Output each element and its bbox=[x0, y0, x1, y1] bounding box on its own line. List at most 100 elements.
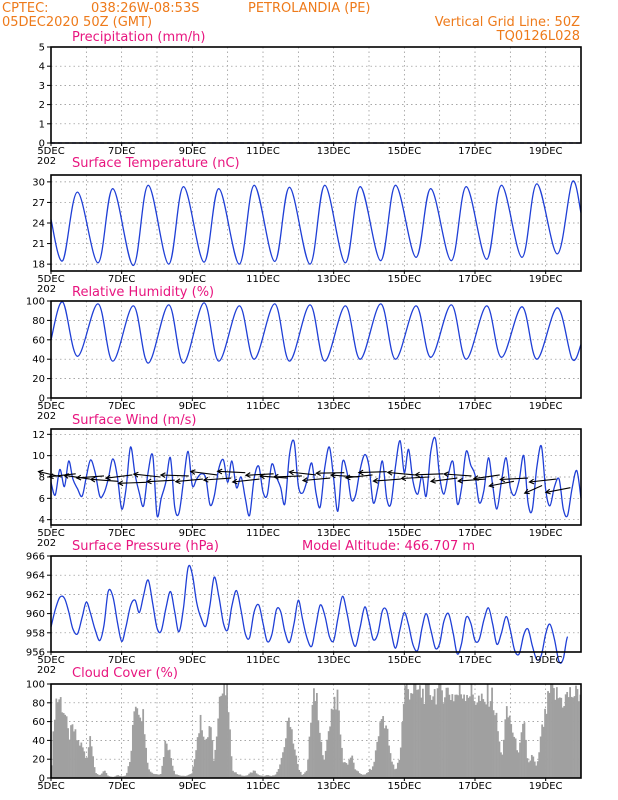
cloud-cover-bar bbox=[118, 775, 121, 778]
cloud-cover-bar bbox=[302, 774, 305, 778]
cloud-cover-bar bbox=[74, 729, 77, 778]
cloud-cover-bar bbox=[449, 700, 452, 778]
wind-arrow-shaft bbox=[175, 478, 203, 483]
header-location: PETROLANDIA (PE) bbox=[248, 1, 370, 16]
cloud-cover-bar bbox=[329, 726, 332, 778]
temp-xtick-label: 13DEC bbox=[317, 274, 351, 285]
wind-arrow-head bbox=[288, 469, 295, 476]
cloud-cover-bar bbox=[366, 772, 368, 778]
pressure-year-stub: 202 bbox=[37, 665, 56, 676]
cloud-cover-bar bbox=[235, 772, 237, 778]
cloud-cover-bar bbox=[420, 697, 423, 778]
wind-arrow bbox=[528, 478, 557, 485]
wind-arrow-head bbox=[117, 480, 124, 487]
pressure-ytick-label: 966 bbox=[26, 552, 45, 563]
cloud-cover-bar bbox=[218, 696, 221, 778]
cloud-cover-bar bbox=[134, 706, 137, 778]
cloud-cover-bar bbox=[311, 704, 314, 778]
cloud-cover-bar bbox=[371, 766, 374, 778]
cloud-cover-bar bbox=[95, 773, 97, 778]
cloud-cover-bar bbox=[285, 738, 287, 778]
wind-arrow-shaft bbox=[217, 470, 246, 474]
cloud-cover-bar bbox=[482, 699, 485, 778]
pressure-ytick-label: 962 bbox=[26, 590, 45, 601]
cloud-cover-bar bbox=[53, 719, 56, 778]
wind-arrow-head bbox=[544, 488, 551, 495]
cloud-cover-bar bbox=[442, 703, 445, 778]
cloud-cover-bar bbox=[292, 743, 295, 778]
wind-arrow-head bbox=[400, 475, 407, 482]
wind-arrow-shaft bbox=[316, 472, 345, 474]
wind-xtick-label: 9DEC bbox=[179, 528, 206, 539]
header-coordinates: 038:26W-08:53S bbox=[91, 1, 199, 16]
wind-arrow bbox=[231, 478, 260, 485]
cloud-cover-bar bbox=[215, 736, 218, 778]
cloud-cover-bar bbox=[545, 713, 548, 778]
cloud-cover-bar bbox=[148, 769, 150, 778]
wind-arrow-head bbox=[386, 469, 393, 476]
temp-ytick-label: 27 bbox=[32, 198, 45, 209]
cloud-cover-bar bbox=[351, 755, 354, 778]
rh-frame bbox=[50, 300, 582, 399]
cloud-cover-bar bbox=[126, 772, 128, 778]
wind-arrow-shaft bbox=[190, 470, 218, 476]
cloud-ytick-label: 80 bbox=[32, 698, 45, 709]
cloud-cover-bar bbox=[104, 770, 106, 778]
cloud-cover-bar bbox=[530, 754, 533, 778]
pressure-title: Surface Pressure (hPa) bbox=[72, 539, 219, 554]
wind-arrow bbox=[174, 478, 203, 485]
cloud-cover-bar bbox=[149, 771, 152, 778]
rh-xtick-label: 19DEC bbox=[529, 401, 563, 412]
precip-ytick-label: 1 bbox=[39, 119, 45, 130]
cloud-xtick-label: 15DEC bbox=[387, 781, 421, 792]
wind-arrow-head bbox=[62, 473, 69, 479]
wind-arrow bbox=[315, 470, 345, 476]
cloud-cover-bar bbox=[157, 774, 159, 778]
wind-arrow-head bbox=[414, 471, 421, 478]
cloud-cover-bar bbox=[257, 774, 259, 778]
cloud-cover-bar bbox=[81, 747, 84, 778]
cloud-cover-bar bbox=[335, 709, 337, 778]
precip-ytick-label: 2 bbox=[39, 100, 45, 111]
cloud-cover-bar bbox=[398, 759, 401, 778]
cloud-cover-bar bbox=[533, 761, 536, 778]
cloud-cover-bar bbox=[89, 736, 92, 778]
cloud-cover-bar bbox=[161, 765, 164, 778]
rh-xtick-label: 17DEC bbox=[458, 401, 492, 412]
rh-xtick-label: 7DEC bbox=[108, 401, 135, 412]
wind-ytick-label: 10 bbox=[32, 451, 45, 462]
wind-arrow bbox=[145, 478, 175, 485]
rh-xtick-label: 13DEC bbox=[317, 401, 351, 412]
pressure-xtick-label: 11DEC bbox=[246, 655, 280, 666]
cloud-cover-bar bbox=[78, 745, 81, 778]
cloud-cover-bar bbox=[155, 774, 158, 778]
cloud-cover-bar bbox=[252, 770, 255, 778]
cloud-cover-bar bbox=[388, 745, 390, 778]
wind-arrow-head bbox=[315, 470, 321, 476]
pressure-ytick-label: 964 bbox=[26, 571, 45, 582]
cloud-cover-bar bbox=[202, 736, 205, 778]
wind-arrow-head bbox=[329, 472, 336, 479]
cloud-cover-bar bbox=[435, 704, 438, 778]
cloud-cover-bar bbox=[61, 712, 64, 778]
cloud-cover-bar bbox=[470, 684, 473, 778]
cloud-cover-bar bbox=[389, 753, 392, 778]
cloud-cover-bar bbox=[500, 752, 502, 778]
cloud-cover-bar bbox=[558, 697, 561, 778]
cloud-cover-bar bbox=[486, 684, 489, 778]
wind-arrow-head bbox=[202, 476, 209, 483]
cloud-cover-bar bbox=[419, 685, 421, 778]
cloud-cover-bar bbox=[473, 701, 476, 778]
cloud-cover-bar bbox=[283, 747, 286, 778]
wind-arrow bbox=[372, 477, 401, 484]
cloud-cover-bar bbox=[514, 738, 517, 778]
cloud-cover-bar bbox=[208, 726, 211, 778]
cloud-cover-bar bbox=[189, 774, 192, 778]
cloud-cover-bar bbox=[80, 742, 83, 778]
cloud-cover-bar bbox=[230, 756, 233, 778]
cloud-cover-bar bbox=[129, 761, 131, 778]
wind-arrow-head bbox=[372, 477, 379, 484]
cloud-xtick-label: 9DEC bbox=[179, 781, 206, 792]
precip-ytick-label: 0 bbox=[39, 139, 45, 150]
cloud-cover-bar bbox=[427, 684, 430, 778]
